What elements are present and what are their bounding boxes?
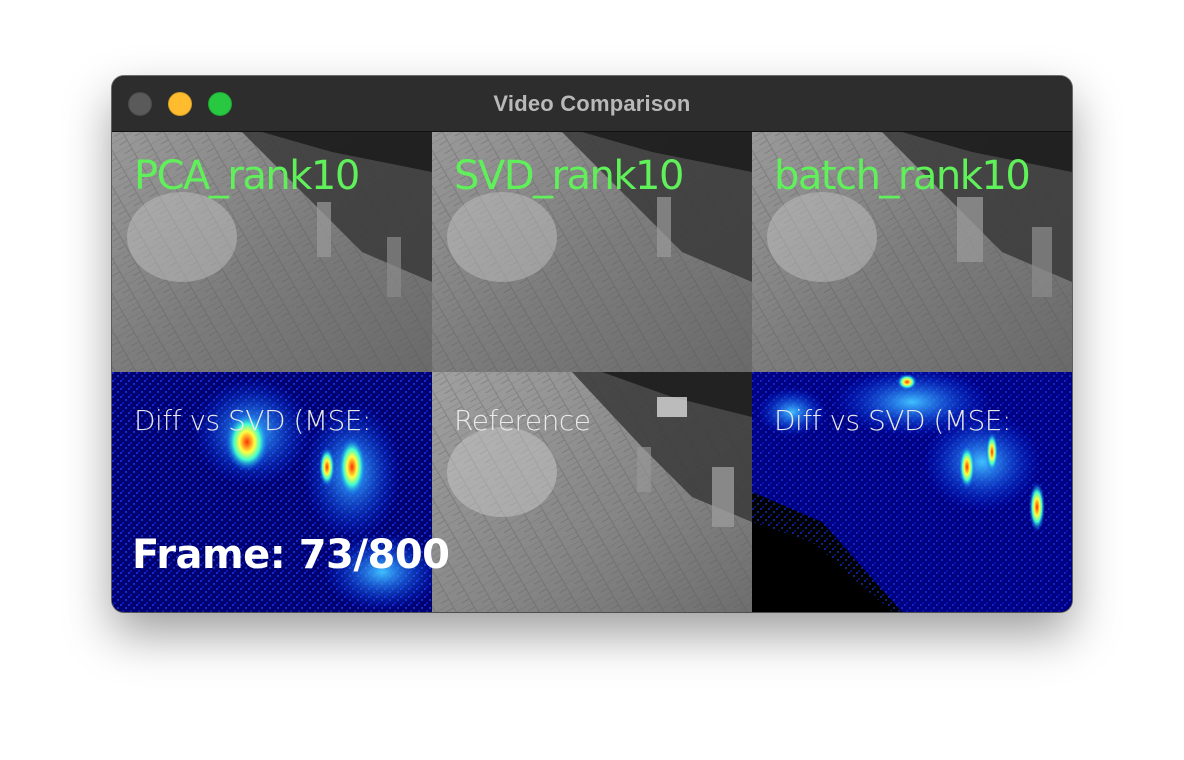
panel-label: Reference [454, 404, 591, 437]
panel-reference: Reference [432, 372, 752, 612]
frame-counter: Frame: 73/800 [132, 532, 450, 578]
panel-pca-rank10: PCA_rank10 [112, 132, 432, 372]
grayscale-frame [752, 132, 1072, 372]
video-comparison-window: Video Comparison [112, 76, 1072, 612]
panel-label: batch_rank10 [774, 153, 1031, 199]
grayscale-frame [112, 132, 432, 372]
panel-label: SVD_rank10 [454, 153, 684, 199]
grayscale-frame [432, 372, 752, 612]
panel-label: Diff vs SVD (MSE: [134, 404, 371, 437]
close-button[interactable] [128, 92, 152, 116]
panel-diff-right: Diff vs SVD (MSE: [752, 372, 1072, 612]
title-bar[interactable]: Video Comparison [112, 76, 1072, 132]
zoom-button[interactable] [208, 92, 232, 116]
minimize-button[interactable] [168, 92, 192, 116]
panel-label: PCA_rank10 [134, 153, 360, 199]
heatmap-frame [112, 372, 432, 612]
heatmap-frame [752, 372, 1072, 612]
panel-batch-rank10: batch_rank10 [752, 132, 1072, 372]
video-grid: PCA_rank10 SVD_rank10 [112, 132, 1072, 612]
panel-diff-left: Diff vs SVD (MSE: [112, 372, 432, 612]
panel-label: Diff vs SVD (MSE: [774, 404, 1011, 437]
window-title: Video Comparison [493, 91, 691, 116]
grayscale-frame [432, 132, 752, 372]
panel-svd-rank10: SVD_rank10 [432, 132, 752, 372]
